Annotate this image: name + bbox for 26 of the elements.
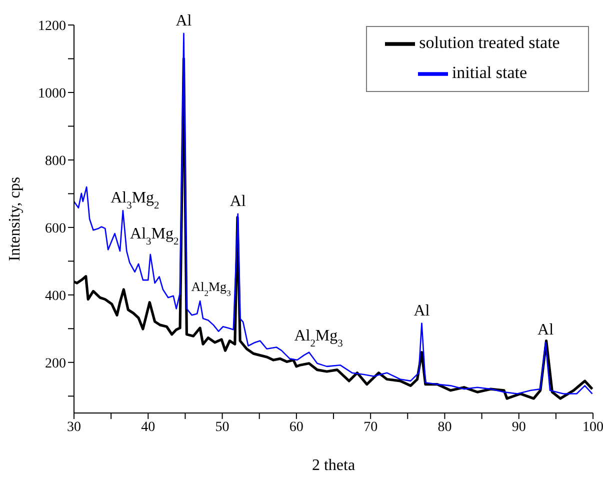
x-tick-label: 80 bbox=[438, 420, 452, 435]
annotation: Al$_{3}$Mg$_{2}$ bbox=[130, 225, 179, 247]
y-tick-label: 600 bbox=[45, 221, 66, 236]
x-tick-label: 60 bbox=[289, 420, 304, 435]
x-tick-label: 40 bbox=[141, 420, 156, 435]
annotation: Al$_{2}$Mg$_{3}$ bbox=[191, 278, 231, 298]
x-tick-label: 90 bbox=[512, 420, 526, 435]
annotation: Al bbox=[414, 302, 430, 320]
x-tick-label: 50 bbox=[215, 420, 230, 435]
x-tick-label: 100 bbox=[582, 420, 603, 435]
legend-label: initial state bbox=[452, 62, 528, 82]
x-tick-label: 30 bbox=[67, 420, 81, 435]
y-tick-label: 1000 bbox=[38, 86, 66, 102]
annotation: Al bbox=[176, 12, 192, 30]
annotation: Al bbox=[230, 192, 246, 210]
x-axis-title: 2 theta bbox=[312, 457, 356, 474]
y-tick-label: 200 bbox=[45, 356, 66, 372]
y-tick-label: 1200 bbox=[38, 18, 66, 34]
y-axis-title: Intensity, cps bbox=[6, 176, 24, 262]
annotation: Al bbox=[538, 321, 554, 338]
y-tick-label: 400 bbox=[45, 288, 66, 304]
legend-label: solution treated state bbox=[419, 32, 560, 52]
y-tick-label: 800 bbox=[45, 154, 66, 169]
x-tick-label: 70 bbox=[364, 420, 378, 435]
annotation: Al$_{2}$Mg$_{3}$ bbox=[294, 327, 343, 349]
annotation: Al$_{3}$Mg$_{2}$ bbox=[110, 190, 160, 212]
